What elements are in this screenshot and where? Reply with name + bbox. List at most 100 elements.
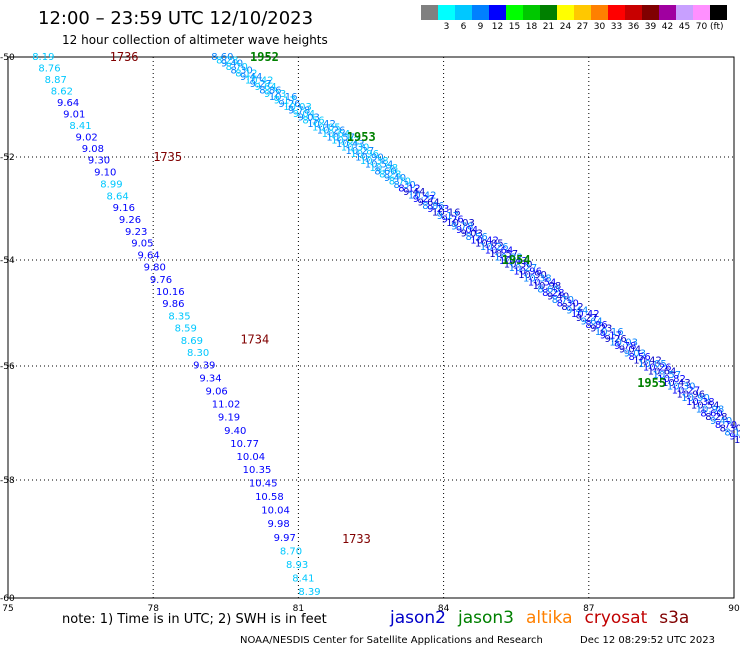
swh-value: 8.28 (705, 412, 727, 423)
swh-value: 9.64 (57, 98, 79, 109)
legend-label: 3 (443, 22, 450, 32)
legend-swatch (693, 5, 710, 20)
lon-tick-label: 87 (583, 604, 594, 614)
credit-line: NOAA/NESDIS Center for Satellite Applica… (240, 635, 543, 646)
swh-value: 10.57 (652, 370, 681, 381)
swh-value: 9.27 (250, 79, 272, 90)
legend-label: 36 (627, 22, 640, 32)
swh-value: 8.76 (38, 64, 60, 75)
swh-value: 10.38 (523, 274, 552, 285)
swh-value: 8.60 (211, 52, 233, 63)
mission-legend: jason2 jason3 altika cryosat s3a (390, 608, 701, 628)
swh-value: 9.44 (240, 72, 262, 83)
swh-value: 9.06 (206, 386, 228, 397)
swh-value: 9.80 (144, 263, 166, 274)
legend-swatch (608, 5, 625, 20)
generated-timestamp: Dec 12 08:29:52 UTC 2023 (580, 635, 715, 646)
swh-value: 10.57 (489, 249, 518, 260)
legend-label: 30 (593, 22, 606, 32)
swh-value: 10.03 (283, 102, 312, 113)
swh-value: 8.86 (585, 320, 607, 331)
swh-value: 9.44 (566, 306, 588, 317)
swh-value: 10.45 (249, 478, 278, 489)
swh-value: 8.35 (168, 311, 190, 322)
swh-value: 8.70 (552, 295, 574, 306)
swh-value: 9.34 (199, 373, 221, 384)
swh-value: 10.98 (533, 281, 562, 292)
swh-value: 9.23 (125, 227, 147, 238)
swh-value: 8.56 (465, 232, 487, 243)
track-time-label: 1736 (110, 50, 139, 64)
swh-value: 9.26 (605, 334, 627, 345)
lat-tick-label: -54 (0, 256, 15, 266)
swh-value: 10.27 (672, 385, 701, 396)
swh-value: 10.26 (317, 126, 346, 137)
swh-value: 10.30 (504, 260, 533, 271)
legend-label: 21 (542, 22, 555, 32)
swh-value: 9.64 (254, 82, 276, 93)
swh-value: 8.70 (280, 546, 302, 557)
swh-value: 10.05 (312, 122, 341, 133)
legend-label: 42 (661, 22, 674, 32)
legend-labels: 3 6 9 12 15 18 21 24 27 30 33 36 39 42 45 70 (ft) (421, 22, 724, 32)
legend-label: 18 (525, 22, 538, 32)
page-subtitle: 12 hour collection of altimeter wave hei… (62, 33, 328, 47)
swh-value: 9.26 (441, 215, 463, 226)
swh-value: 9.27 (413, 194, 435, 205)
swh-value: 9.05 (131, 239, 153, 250)
legend-swatch (489, 5, 506, 20)
swh-value: 9.08 (82, 144, 104, 155)
swh-value: 9.97 (274, 533, 296, 544)
swh-value: 8.93 (286, 560, 308, 571)
swh-value: 10.82 (657, 374, 686, 385)
swh-value: 10.42 (307, 119, 336, 130)
swh-value: 8.12 (724, 427, 740, 438)
swh-value: 10.05 (475, 239, 504, 250)
swh-value: 10.96 (676, 389, 705, 400)
swh-value: 10.16 (156, 287, 185, 298)
swh-value: 10.05 (638, 359, 667, 370)
swh-value: 9.03 (298, 112, 320, 123)
swh-value: 9.17 (274, 96, 296, 107)
swh-value: 8.99 (100, 179, 122, 190)
legend-label: 6 (460, 22, 467, 32)
swh-value: 8.86 (422, 201, 444, 212)
swh-value: 9.64 (137, 251, 159, 262)
swh-value: 8.28 (542, 288, 564, 299)
swh-value: 10.98 (696, 405, 725, 416)
swh-value: 10.90 (681, 393, 710, 404)
swh-value: 10.04 (261, 506, 290, 517)
swh-value: 10.54 (365, 159, 394, 170)
swh-value: 9.03 (624, 348, 646, 359)
swh-value: 10.54 (528, 277, 557, 288)
swh-value: 9.40 (221, 59, 243, 70)
lat-tick-label: -56 (0, 362, 15, 372)
swh-value: 9.17 (437, 211, 459, 222)
mission-altika: altika (526, 608, 573, 628)
track-time-label: 1733 (342, 532, 371, 546)
swh-value: 10.57 (326, 132, 355, 143)
legend-label: 70 (695, 22, 708, 32)
swh-value: 8.28 (216, 55, 238, 66)
swh-value: 10.42 (408, 190, 437, 201)
swh-value: 10.64 (485, 246, 514, 257)
legend-label: 45 (678, 22, 691, 32)
swh-value: 10.26 (480, 242, 509, 253)
swh-value: 10.90 (355, 152, 384, 163)
swh-value: 9.44 (729, 431, 740, 442)
swh-value: 8.12 (398, 184, 420, 195)
swh-value: 8.30 (187, 348, 209, 359)
swh-value: 10.16 (269, 92, 298, 103)
swh-value: 10.38 (686, 397, 715, 408)
mission-s3a: s3a (659, 608, 690, 628)
color-legend (421, 5, 727, 20)
swh-value: 9.64 (581, 316, 603, 327)
legend-label: 15 (508, 22, 521, 32)
swh-value: 10.64 (322, 129, 351, 140)
swh-value: 8.41 (292, 574, 314, 585)
legend-swatch (472, 5, 489, 20)
swh-value: 10.42 (734, 435, 740, 446)
legend-swatch (557, 5, 574, 20)
legend-swatch (438, 5, 455, 20)
swh-value: 10.82 (494, 252, 523, 263)
